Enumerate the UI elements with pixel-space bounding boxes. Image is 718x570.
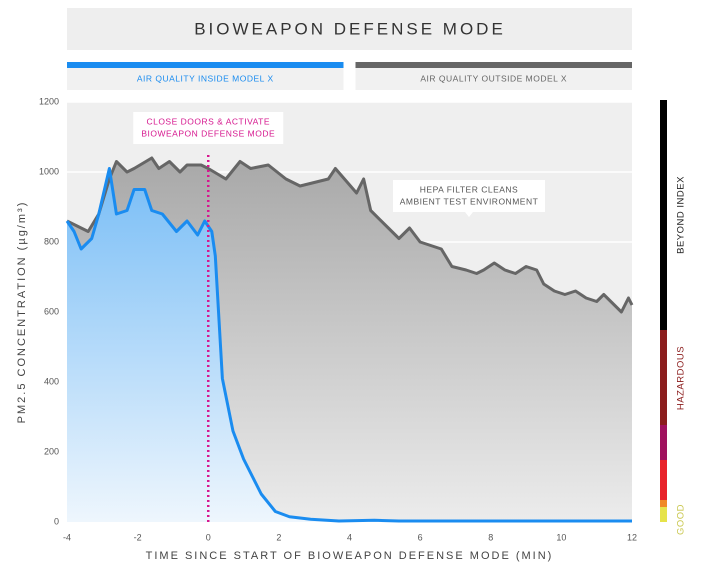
annotation-text: HEPA FILTER CLEANS (420, 184, 518, 194)
annotation-text: CLOSE DOORS & ACTIVATE (146, 116, 270, 126)
legend-box (355, 68, 632, 90)
y-axis-label: PM2.5 CONCENTRATION (µg/m³) (16, 201, 28, 424)
x-tick-label: 12 (627, 532, 637, 542)
line (66, 156, 634, 314)
annotation-pointer (465, 212, 473, 217)
scale-label: HAZARDOUS (676, 346, 687, 410)
legend-label: AIR QUALITY OUTSIDE MODEL X (420, 73, 567, 83)
x-tick-label: 8 (488, 532, 493, 542)
y-tick-label: 0 (54, 516, 59, 526)
y-tick-label: 600 (44, 306, 59, 316)
annotation-text: BIOWEAPON DEFENSE MODE (141, 128, 275, 138)
annotation-box (393, 180, 545, 212)
scale-segment (660, 330, 667, 425)
scale-segment (660, 425, 667, 460)
x-tick-label: 2 (276, 532, 281, 542)
x-tick-label: -2 (134, 532, 142, 542)
x-tick-label: 0 (206, 532, 211, 542)
y-tick-label: 800 (44, 236, 59, 246)
scale-label: BEYOND INDEX (676, 176, 687, 254)
y-tick-label: 200 (44, 446, 59, 456)
x-tick-label: -4 (63, 532, 71, 542)
x-tick-label: 6 (418, 532, 423, 542)
line (65, 167, 632, 523)
x-tick-label: 10 (556, 532, 566, 542)
scale-segment (660, 460, 667, 500)
y-tick-label: 1000 (39, 166, 59, 176)
scale-label: GOOD (676, 504, 687, 535)
x-axis-label: TIME SINCE START OF BIOWEAPON DEFENSE MO… (146, 550, 554, 562)
y-tick-label: 1200 (39, 96, 59, 106)
x-tick-label: 4 (347, 532, 352, 542)
legend-swatch (355, 62, 632, 68)
chart-title: BIOWEAPON DEFENSE MODE (194, 19, 506, 38)
scale-segment (660, 507, 667, 522)
legend-swatch (67, 62, 344, 68)
scale-segment (660, 100, 667, 330)
title-box (67, 8, 632, 50)
y-tick-label: 400 (44, 376, 59, 386)
annotation-box (133, 112, 284, 144)
legend-box (67, 68, 344, 90)
annotation-text: AMBIENT TEST ENVIRONMENT (400, 196, 539, 206)
legend-label: AIR QUALITY INSIDE MODEL X (137, 73, 274, 83)
scale-segment (660, 500, 667, 507)
